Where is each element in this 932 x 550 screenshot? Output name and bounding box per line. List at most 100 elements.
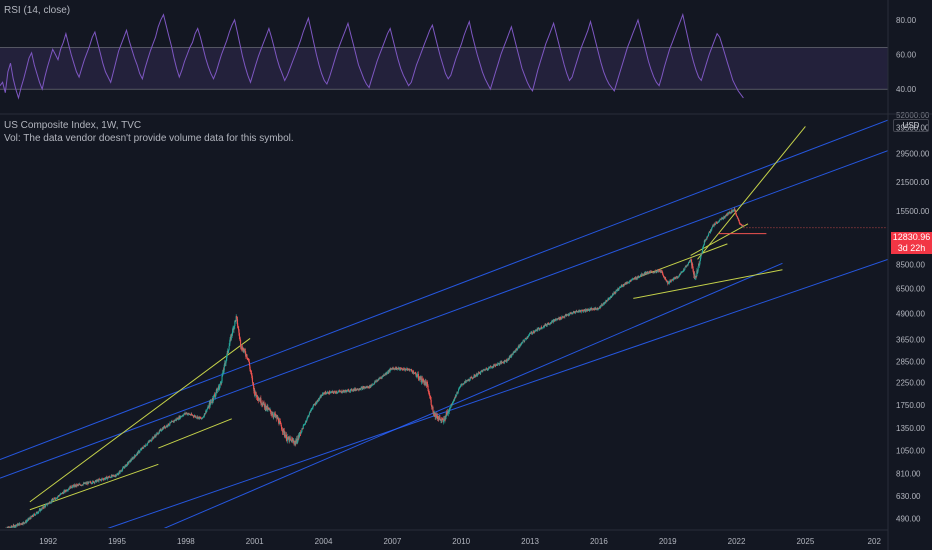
candle-body [41, 507, 43, 510]
candle-body [279, 421, 281, 423]
candle-body [304, 423, 306, 425]
candle-body [161, 430, 163, 431]
candle-body [269, 409, 271, 410]
candle-body [589, 308, 591, 311]
candle-body [496, 364, 498, 366]
candle-body [717, 221, 720, 223]
candle-body [317, 400, 319, 402]
candle-body [742, 225, 744, 227]
candle-body [365, 387, 367, 388]
candle-body [24, 522, 26, 523]
trend-line-5 [633, 269, 783, 299]
candle-body [41, 509, 43, 511]
candle-body [274, 413, 276, 417]
candle-body [448, 409, 450, 412]
candle-body [118, 472, 120, 474]
candle-body [523, 340, 525, 342]
candle-body [348, 391, 350, 393]
rsi-indicator-label[interactable]: RSI (14, close) [4, 5, 71, 16]
candle-body [552, 319, 554, 323]
candle-body [507, 358, 509, 360]
candle-body [506, 359, 509, 361]
candle-body [529, 333, 531, 335]
candle-body [221, 375, 223, 382]
candle-body [742, 225, 744, 226]
candle-body [726, 214, 728, 215]
candle-body [614, 292, 616, 294]
candle-body [616, 288, 618, 291]
candle-body [689, 261, 691, 263]
candle-body [740, 224, 742, 225]
candle-body [292, 439, 294, 442]
candle-body [240, 346, 242, 349]
rsi-pane[interactable]: 80.00 60.00 40.00 52000.00 [0, 12, 930, 120]
candle-body [699, 258, 701, 262]
candle-body [336, 391, 338, 393]
candle-body [457, 391, 459, 394]
symbol-legend[interactable]: US Composite Index, 1W, TVC [4, 120, 142, 131]
candle-body [585, 310, 588, 312]
candle-body [525, 338, 527, 339]
candle-body [90, 482, 92, 484]
candle-body [199, 416, 201, 418]
candle-body [713, 223, 715, 227]
candle-body [82, 484, 84, 486]
candle-body [709, 231, 711, 233]
candle-body [227, 351, 229, 353]
candle-body [205, 411, 207, 414]
candle-body [46, 504, 48, 506]
candle-body [304, 424, 306, 425]
candle-body [737, 218, 739, 221]
candle-body [373, 384, 375, 385]
candle-body [212, 398, 214, 401]
candle-body [111, 475, 113, 477]
candle-body [711, 227, 713, 230]
candle-body [79, 484, 81, 486]
candle-body [155, 434, 157, 437]
candle-body [739, 222, 741, 224]
candle-body [558, 317, 560, 320]
price-tick-label: 4900.00 [896, 309, 925, 318]
candle-body [521, 342, 523, 344]
candle-body [526, 337, 528, 339]
candle-body [283, 428, 285, 431]
price-axis[interactable]: 39500.00 29500.00 21500.00 15500.00 8500.00 6… [887, 0, 930, 550]
candle-body [150, 440, 152, 442]
candle-body [670, 279, 672, 283]
time-axis[interactable]: 1992 1995 1998 2001 2004 2007 2010 2013 2016 2019… [0, 529, 888, 546]
candle-body [519, 344, 521, 348]
candle-body [60, 493, 62, 495]
candle-body [113, 475, 115, 477]
channel-line-3 [107, 258, 888, 528]
price-tick-label: 6500.00 [896, 284, 925, 293]
candle-body [311, 408, 313, 410]
candle-body [684, 267, 686, 270]
candle-body [723, 216, 725, 218]
candle-body [72, 485, 74, 486]
candle-body [654, 271, 656, 273]
candle-body [713, 223, 716, 225]
candle-body [651, 271, 653, 272]
price-pane[interactable] [0, 119, 888, 550]
candle-body [674, 277, 676, 279]
candle-body [244, 351, 246, 355]
candle-body [397, 368, 399, 370]
candle-body [733, 210, 735, 211]
candle-body [370, 384, 372, 387]
candle-body [31, 516, 33, 518]
candle-body [209, 401, 211, 407]
candle-body [388, 370, 390, 373]
candle-body [491, 367, 494, 369]
currency-button[interactable]: USD [893, 119, 929, 132]
candle-body [252, 382, 254, 387]
candle-body [729, 213, 731, 214]
candle-body [499, 363, 501, 365]
candle-body [233, 326, 235, 331]
candle-body [29, 517, 31, 519]
candle-body [511, 353, 513, 356]
candle-body [495, 364, 497, 366]
candle-body [13, 525, 15, 528]
candle-body [560, 318, 562, 320]
candle-body [702, 247, 704, 249]
